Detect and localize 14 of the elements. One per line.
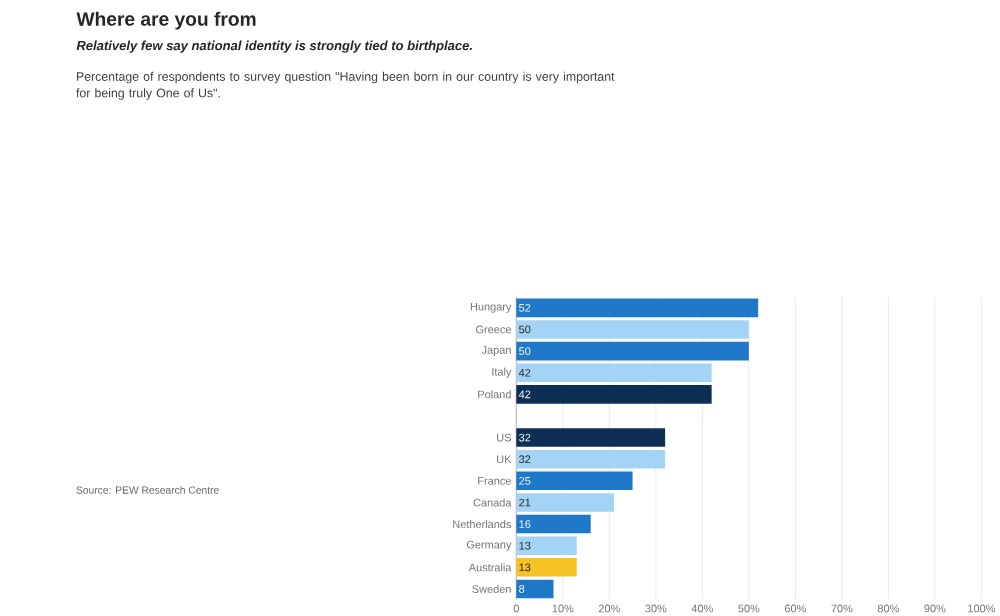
bar <box>516 362 712 382</box>
bar <box>516 471 633 490</box>
bar <box>516 492 614 512</box>
bar <box>516 319 749 339</box>
text: Where are you from <box>76 11 256 30</box>
bar <box>516 427 666 447</box>
bar <box>516 535 577 555</box>
bar <box>516 449 666 469</box>
bar <box>516 341 749 360</box>
bar <box>516 298 759 317</box>
bar <box>516 514 591 533</box>
bar <box>516 384 712 404</box>
bar <box>516 579 554 598</box>
bar <box>516 557 577 577</box>
